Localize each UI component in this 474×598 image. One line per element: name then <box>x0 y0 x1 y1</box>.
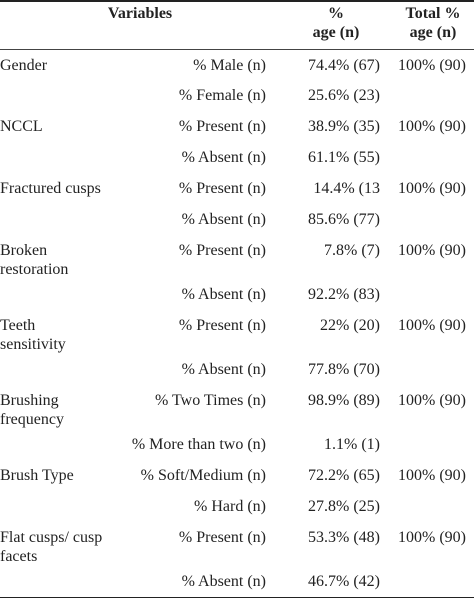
percent-value-cell: 25.6% (23) <box>308 87 380 104</box>
variables-header-label: Variables <box>107 5 173 22</box>
table-body: Gender % Male (n) 74.4% (67) 100% (90) % Fem… <box>0 49 474 597</box>
percent-value-cell: 77.8% (70) <box>308 361 380 378</box>
header-row: Variables % age (n) Total % age (n) <box>0 1 474 50</box>
percent-value-cell: 53.3% (48) <box>308 529 380 546</box>
category-cell <box>0 80 104 111</box>
category-cell: Fractured cusps <box>0 180 101 197</box>
category-cell: Brush Type <box>0 467 74 484</box>
subcategory-cell: % Absent (n) <box>181 149 266 166</box>
percent-value-cell: 46.7% (42) <box>308 573 380 590</box>
table-row: % Absent (n) 61.1% (55) <box>0 142 474 173</box>
table-row: % Female (n) 25.6% (23) <box>0 80 474 111</box>
table-row: % Absent (n) 46.7% (42) <box>0 566 474 597</box>
category-cell: NCCL <box>0 118 43 135</box>
subcategory-cell: % Male (n) <box>193 56 266 74</box>
percent-value-cell: 1.1% (1) <box>324 436 380 453</box>
total-value-cell: 100% (90) <box>398 56 466 74</box>
category-cell: Flat cusps/ cusp facets <box>0 529 103 565</box>
total-value-cell <box>392 279 474 310</box>
table-row: % Hard (n) 27.8% (25) <box>0 491 474 522</box>
table-row: Teeth sensitivity % Present (n) 22% (20) 10… <box>0 310 474 354</box>
subcategory-cell: % Absent (n) <box>181 211 266 228</box>
total-header-line1: Total % <box>405 5 461 22</box>
category-cell: Gender <box>0 56 48 74</box>
total-value-cell: 100% (90) <box>398 242 466 259</box>
category-cell <box>0 566 104 597</box>
category-cell <box>0 429 104 460</box>
percent-age-header-line2: age (n) <box>312 24 360 41</box>
total-value-cell <box>392 491 474 522</box>
total-value-cell <box>392 429 474 460</box>
total-value-cell: 100% (90) <box>398 392 466 409</box>
table-row: % More than two (n) 1.1% (1) <box>0 429 474 460</box>
total-value-cell <box>392 566 474 597</box>
subcategory-cell: % Present (n) <box>178 180 266 197</box>
total-header-line2: age (n) <box>409 24 457 41</box>
category-cell: Broken restoration <box>0 242 69 278</box>
percent-age-header-line1: % <box>328 5 344 22</box>
variables-header: Variables <box>0 1 280 50</box>
category-cell <box>0 354 104 385</box>
subcategory-cell: % More than two (n) <box>131 436 266 453</box>
table-row: Broken restoration % Present (n) 7.8% (7) 1… <box>0 235 474 279</box>
total-value-cell: 100% (90) <box>398 180 466 197</box>
percent-value-cell: 27.8% (25) <box>308 498 380 515</box>
subcategory-cell: % Absent (n) <box>181 361 266 378</box>
percent-value-cell: 38.9% (35) <box>308 118 380 135</box>
total-value-cell <box>392 204 474 235</box>
category-cell: Teeth sensitivity <box>0 317 66 353</box>
subcategory-cell: % Absent (n) <box>181 286 266 303</box>
total-value-cell <box>392 354 474 385</box>
percent-age-header: % age (n) <box>280 1 392 50</box>
subcategory-cell: % Present (n) <box>178 317 266 334</box>
category-cell: Brushing frequency <box>0 392 64 428</box>
table-header: Variables % age (n) Total % age (n) <box>0 1 474 50</box>
category-cell <box>0 279 104 310</box>
total-value-cell <box>392 142 474 173</box>
table-row: Fractured cusps % Present (n) 14.4% (13 100… <box>0 173 474 204</box>
percent-value-cell: 61.1% (55) <box>308 149 380 166</box>
category-cell <box>0 142 104 173</box>
total-value-cell: 100% (90) <box>398 529 466 546</box>
subcategory-cell: % Present (n) <box>178 118 266 135</box>
subcategory-cell: % Hard (n) <box>194 498 266 515</box>
total-value-cell: 100% (90) <box>398 317 466 334</box>
total-percent-age-header: Total % age (n) <box>392 1 474 50</box>
percent-value-cell: 72.2% (65) <box>308 467 380 484</box>
subcategory-cell: % Present (n) <box>178 529 266 546</box>
table-row: NCCL % Present (n) 38.9% (35) 100% (90) <box>0 111 474 142</box>
percent-value-cell: 92.2% (83) <box>308 286 380 303</box>
table-row: % Absent (n) 85.6% (77) <box>0 204 474 235</box>
percent-value-cell: 98.9% (89) <box>308 392 380 409</box>
total-value-cell: 100% (90) <box>398 467 466 484</box>
subcategory-cell: % Soft/Medium (n) <box>140 467 266 484</box>
category-cell <box>0 491 104 522</box>
table-row: % Absent (n) 77.8% (70) <box>0 354 474 385</box>
percent-value-cell: 22% (20) <box>320 317 380 334</box>
subcategory-cell: % Female (n) <box>178 87 266 104</box>
percent-value-cell: 74.4% (67) <box>308 56 380 74</box>
table-row: Brush Type % Soft/Medium (n) 72.2% (65) 100… <box>0 460 474 491</box>
category-cell <box>0 204 104 235</box>
total-value-cell: 100% (90) <box>398 118 466 135</box>
percent-value-cell: 14.4% (13 <box>313 180 380 197</box>
total-value-cell <box>392 80 474 111</box>
percent-value-cell: 85.6% (77) <box>308 211 380 228</box>
table-row: Flat cusps/ cusp facets % Present (n) 53.3… <box>0 522 474 566</box>
subcategory-cell: % Absent (n) <box>181 573 266 590</box>
table-row: % Absent (n) 92.2% (83) <box>0 279 474 310</box>
percent-value-cell: 7.8% (7) <box>324 242 380 259</box>
table-row: Gender % Male (n) 74.4% (67) 100% (90) <box>0 49 474 80</box>
table-row: Brushing frequency % Two Times (n) 98.9% (… <box>0 385 474 429</box>
subcategory-cell: % Two Times (n) <box>154 392 266 409</box>
subcategory-cell: % Present (n) <box>178 242 266 259</box>
